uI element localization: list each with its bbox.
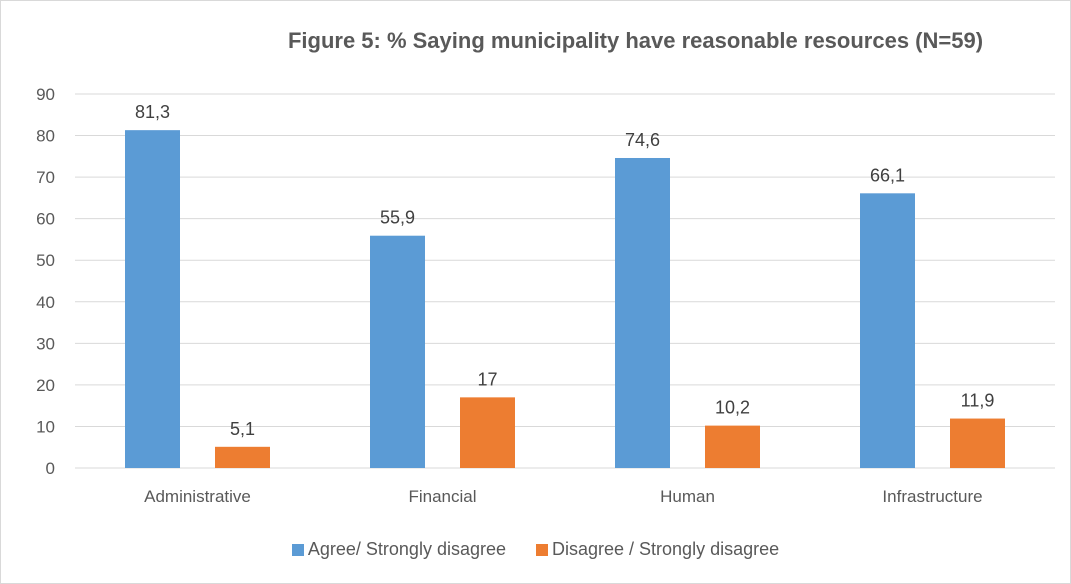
bar-agree <box>860 193 915 468</box>
y-tick-label: 10 <box>36 417 55 436</box>
bar-agree <box>370 235 425 468</box>
bar-agree <box>615 157 670 469</box>
legend-item-disagree: Disagree / Strongly disagree <box>536 539 779 560</box>
y-tick-label: 90 <box>36 85 55 104</box>
legend-swatch-agree <box>291 543 304 556</box>
legend: Agree/ Strongly disagree Disagree / Stro… <box>0 539 1071 560</box>
y-tick-label: 60 <box>36 210 55 229</box>
data-label: 81,3 <box>135 102 170 122</box>
x-tick-label: Administrative <box>144 487 251 506</box>
x-tick-label: Financial <box>408 487 476 506</box>
legend-item-agree: Agree/ Strongly disagree <box>291 539 506 560</box>
data-label: 11,9 <box>961 391 995 411</box>
legend-swatch-disagree <box>536 543 548 556</box>
y-tick-label: 70 <box>36 168 55 187</box>
data-label: 55,9 <box>380 208 415 228</box>
x-tick-label: Human <box>660 487 715 506</box>
data-label: 5,1 <box>230 419 255 439</box>
bar-disagree <box>950 418 1005 468</box>
y-tick-label: 0 <box>46 459 55 478</box>
x-tick-label: Infrastructure <box>882 487 982 506</box>
y-tick-label: 20 <box>36 376 55 395</box>
bar-agree <box>125 130 180 469</box>
data-label: 66,1 <box>870 165 905 185</box>
legend-label-agree: Agree/ Strongly disagree <box>307 539 506 559</box>
bar-disagree <box>215 446 270 468</box>
bar-disagree <box>705 425 760 468</box>
data-label: 74,6 <box>625 130 660 150</box>
y-tick-label: 40 <box>36 293 55 312</box>
bar-disagree <box>460 397 515 468</box>
data-label: 10,2 <box>715 398 750 418</box>
chart-title: Figure 5: % Saying municipality have rea… <box>287 28 984 53</box>
y-tick-label: 30 <box>36 334 55 353</box>
y-tick-label: 50 <box>36 251 55 270</box>
legend-label-disagree: Disagree / Strongly disagree <box>552 539 780 559</box>
data-label: 17 <box>477 369 497 389</box>
y-tick-label: 80 <box>36 127 55 146</box>
